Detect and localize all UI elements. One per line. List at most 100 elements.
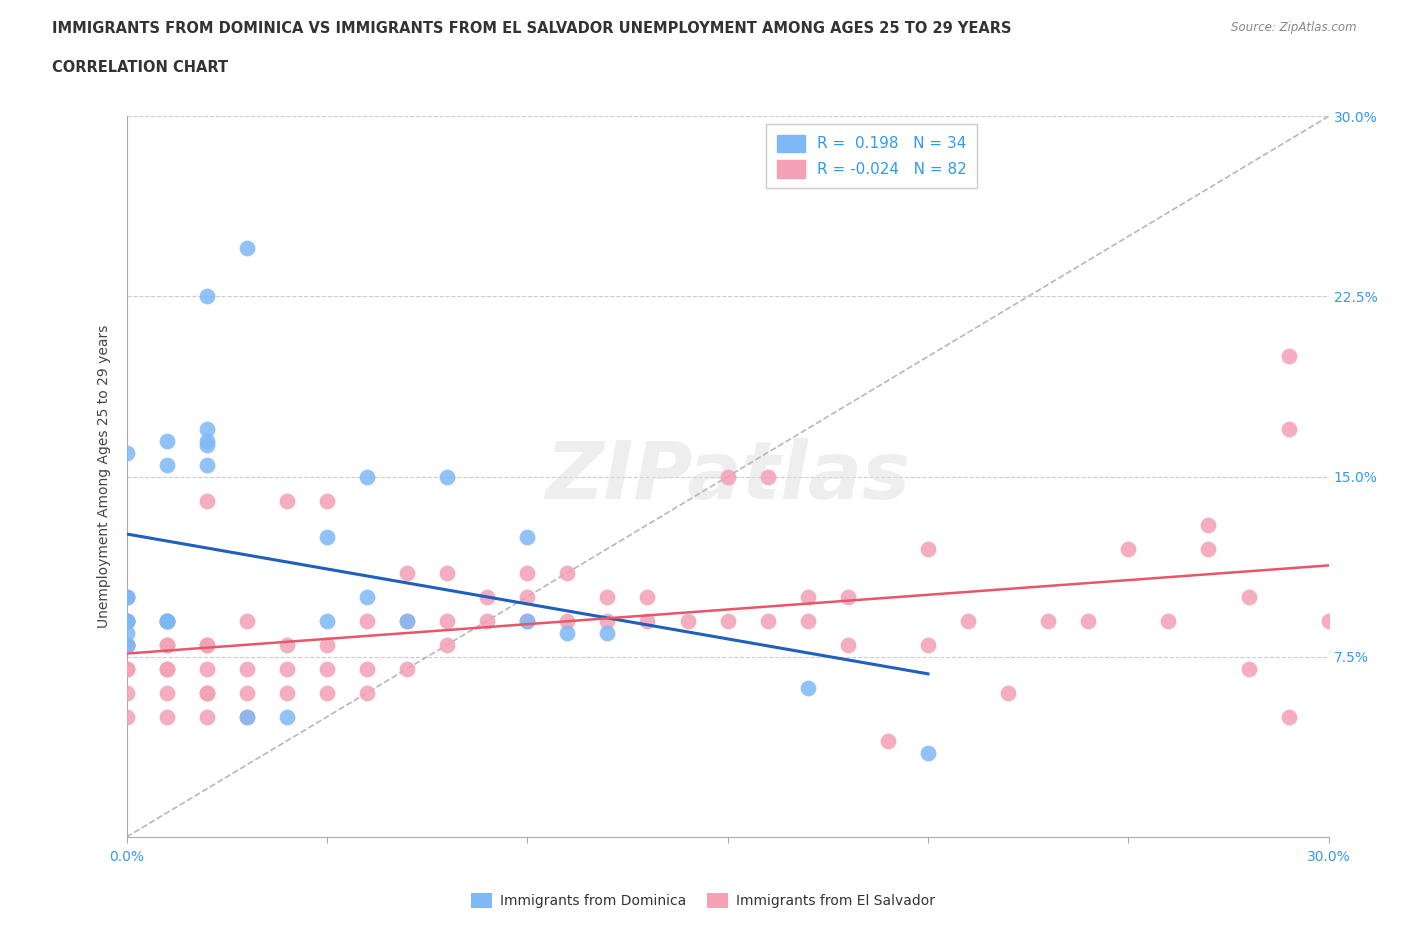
Immigrants from El Salvador — [636, 590, 658, 604]
Immigrants from Dominica — [235, 710, 259, 724]
Immigrants from Dominica — [115, 590, 138, 604]
Immigrants from El Salvador — [195, 637, 218, 652]
Immigrants from El Salvador — [796, 590, 818, 604]
Immigrants from El Salvador — [557, 614, 579, 629]
Immigrants from El Salvador — [557, 565, 579, 580]
Immigrants from El Salvador — [195, 637, 218, 652]
Immigrants from El Salvador — [235, 710, 259, 724]
Immigrants from El Salvador — [276, 637, 298, 652]
Immigrants from Dominica — [235, 241, 259, 256]
Immigrants from El Salvador — [436, 637, 458, 652]
Immigrants from El Salvador — [636, 614, 658, 629]
Immigrants from El Salvador — [956, 614, 979, 629]
Immigrants from Dominica — [115, 637, 138, 652]
Immigrants from Dominica — [155, 614, 177, 629]
Immigrants from El Salvador — [315, 685, 337, 700]
Immigrants from El Salvador — [997, 685, 1019, 700]
Immigrants from Dominica — [195, 433, 218, 448]
Immigrants from El Salvador — [155, 685, 177, 700]
Immigrants from El Salvador — [315, 637, 337, 652]
Immigrants from El Salvador — [195, 685, 218, 700]
Immigrants from Dominica — [155, 433, 177, 448]
Immigrants from El Salvador — [877, 734, 900, 749]
Immigrants from El Salvador — [475, 614, 498, 629]
Legend: Immigrants from Dominica, Immigrants from El Salvador: Immigrants from Dominica, Immigrants fro… — [465, 888, 941, 914]
Immigrants from El Salvador — [155, 614, 177, 629]
Immigrants from El Salvador — [436, 614, 458, 629]
Immigrants from El Salvador — [115, 614, 138, 629]
Immigrants from El Salvador — [1237, 590, 1260, 604]
Immigrants from El Salvador — [356, 614, 378, 629]
Immigrants from El Salvador — [516, 590, 538, 604]
Immigrants from El Salvador — [676, 614, 699, 629]
Immigrants from El Salvador — [756, 614, 779, 629]
Immigrants from El Salvador — [1077, 614, 1099, 629]
Immigrants from El Salvador — [356, 685, 378, 700]
Immigrants from El Salvador — [195, 661, 218, 676]
Immigrants from Dominica — [315, 529, 337, 544]
Immigrants from El Salvador — [1118, 541, 1140, 556]
Immigrants from Dominica — [115, 637, 138, 652]
Immigrants from Dominica — [596, 625, 619, 640]
Immigrants from El Salvador — [837, 590, 859, 604]
Immigrants from Dominica — [195, 458, 218, 472]
Immigrants from Dominica — [195, 421, 218, 436]
Immigrants from El Salvador — [716, 470, 740, 485]
Immigrants from Dominica — [115, 625, 138, 640]
Immigrants from El Salvador — [276, 685, 298, 700]
Immigrants from El Salvador — [1038, 614, 1060, 629]
Immigrants from El Salvador — [315, 661, 337, 676]
Immigrants from Dominica — [276, 710, 298, 724]
Immigrants from Dominica — [796, 681, 818, 696]
Immigrants from El Salvador — [756, 470, 779, 485]
Immigrants from El Salvador — [516, 565, 538, 580]
Immigrants from El Salvador — [516, 614, 538, 629]
Immigrants from El Salvador — [475, 590, 498, 604]
Immigrants from El Salvador — [596, 590, 619, 604]
Immigrants from El Salvador — [115, 637, 138, 652]
Immigrants from El Salvador — [115, 685, 138, 700]
Immigrants from El Salvador — [115, 710, 138, 724]
Text: Source: ZipAtlas.com: Source: ZipAtlas.com — [1232, 21, 1357, 34]
Immigrants from El Salvador — [1277, 421, 1299, 436]
Immigrants from El Salvador — [115, 614, 138, 629]
Immigrants from El Salvador — [1198, 541, 1220, 556]
Immigrants from Dominica — [195, 289, 218, 304]
Immigrants from Dominica — [356, 470, 378, 485]
Immigrants from Dominica — [516, 614, 538, 629]
Immigrants from El Salvador — [436, 565, 458, 580]
Legend: R =  0.198   N = 34, R = -0.024   N = 82: R = 0.198 N = 34, R = -0.024 N = 82 — [766, 124, 977, 188]
Immigrants from Dominica — [315, 614, 337, 629]
Immigrants from El Salvador — [195, 710, 218, 724]
Immigrants from El Salvador — [315, 493, 337, 508]
Immigrants from El Salvador — [115, 637, 138, 652]
Immigrants from El Salvador — [796, 614, 818, 629]
Immigrants from El Salvador — [155, 637, 177, 652]
Immigrants from El Salvador — [1198, 517, 1220, 532]
Immigrants from El Salvador — [115, 661, 138, 676]
Immigrants from El Salvador — [155, 661, 177, 676]
Immigrants from El Salvador — [917, 541, 939, 556]
Immigrants from Dominica — [115, 614, 138, 629]
Immigrants from Dominica — [155, 614, 177, 629]
Immigrants from Dominica — [115, 590, 138, 604]
Immigrants from El Salvador — [596, 614, 619, 629]
Immigrants from El Salvador — [195, 685, 218, 700]
Immigrants from El Salvador — [1277, 710, 1299, 724]
Immigrants from El Salvador — [115, 590, 138, 604]
Immigrants from Dominica — [115, 614, 138, 629]
Immigrants from Dominica — [115, 614, 138, 629]
Immigrants from Dominica — [557, 625, 579, 640]
Immigrants from Dominica — [516, 529, 538, 544]
Immigrants from Dominica — [115, 445, 138, 460]
Immigrants from El Salvador — [235, 661, 259, 676]
Immigrants from El Salvador — [235, 685, 259, 700]
Immigrants from El Salvador — [1277, 349, 1299, 364]
Immigrants from Dominica — [356, 590, 378, 604]
Immigrants from El Salvador — [115, 661, 138, 676]
Immigrants from El Salvador — [716, 614, 740, 629]
Immigrants from El Salvador — [276, 661, 298, 676]
Immigrants from El Salvador — [1317, 614, 1340, 629]
Text: CORRELATION CHART: CORRELATION CHART — [52, 60, 228, 75]
Immigrants from El Salvador — [396, 661, 419, 676]
